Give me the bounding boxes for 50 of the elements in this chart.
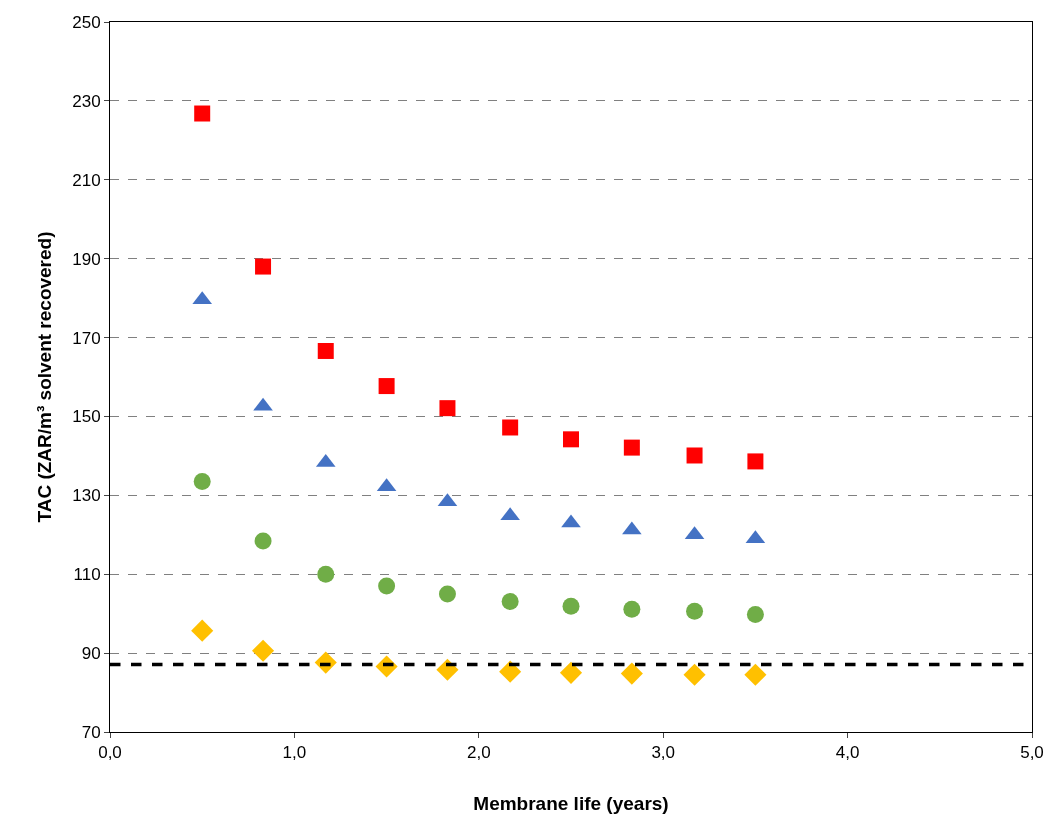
point (559, 661, 583, 684)
point (378, 378, 395, 395)
y-tick-label: 110 (73, 565, 101, 585)
point (255, 258, 272, 275)
point (622, 521, 642, 535)
x-tick-label: 2,0 (466, 743, 491, 763)
y-tick-label: 250 (72, 12, 101, 32)
point (252, 639, 275, 662)
y-tick-label: 170 (72, 328, 101, 348)
point (499, 660, 522, 683)
x-tick-label: 5,0 (1020, 743, 1044, 763)
point (686, 447, 703, 464)
point (500, 507, 520, 521)
point (501, 592, 519, 610)
y-tick-label: 90 (81, 644, 101, 664)
y-tick-label: 130 (72, 486, 101, 506)
point (439, 400, 456, 417)
y-tick-label: 150 (72, 407, 101, 427)
x-axis-title: Membrane life (years) (473, 793, 669, 815)
point (623, 439, 640, 456)
point (438, 585, 456, 603)
point (744, 663, 767, 686)
point (191, 619, 214, 642)
point (686, 602, 704, 620)
point (502, 419, 519, 436)
point (378, 577, 396, 595)
point (563, 431, 579, 448)
point (194, 105, 211, 122)
point (620, 662, 643, 685)
point (561, 514, 581, 528)
point (746, 605, 764, 623)
point (254, 532, 272, 550)
point (562, 597, 580, 615)
point (683, 663, 706, 686)
x-tick-label: 3,0 (651, 743, 676, 763)
y-tick-label: 210 (72, 170, 101, 190)
x-tick-label: 0,0 (98, 743, 122, 763)
y-tick-label: 190 (72, 249, 101, 269)
point (747, 453, 764, 470)
y-axis-title: TAC (ZAR/m³ solvent recovered) (34, 231, 56, 523)
x-tick-label: 4,0 (835, 743, 860, 763)
y-tick-label: 230 (72, 91, 101, 111)
point (436, 658, 459, 681)
point (193, 473, 211, 491)
point (317, 342, 334, 359)
point (253, 397, 273, 411)
x-tick-label: 1,0 (282, 743, 307, 763)
point (317, 565, 335, 583)
point (623, 600, 641, 618)
y-tick-label: 70 (81, 722, 101, 742)
